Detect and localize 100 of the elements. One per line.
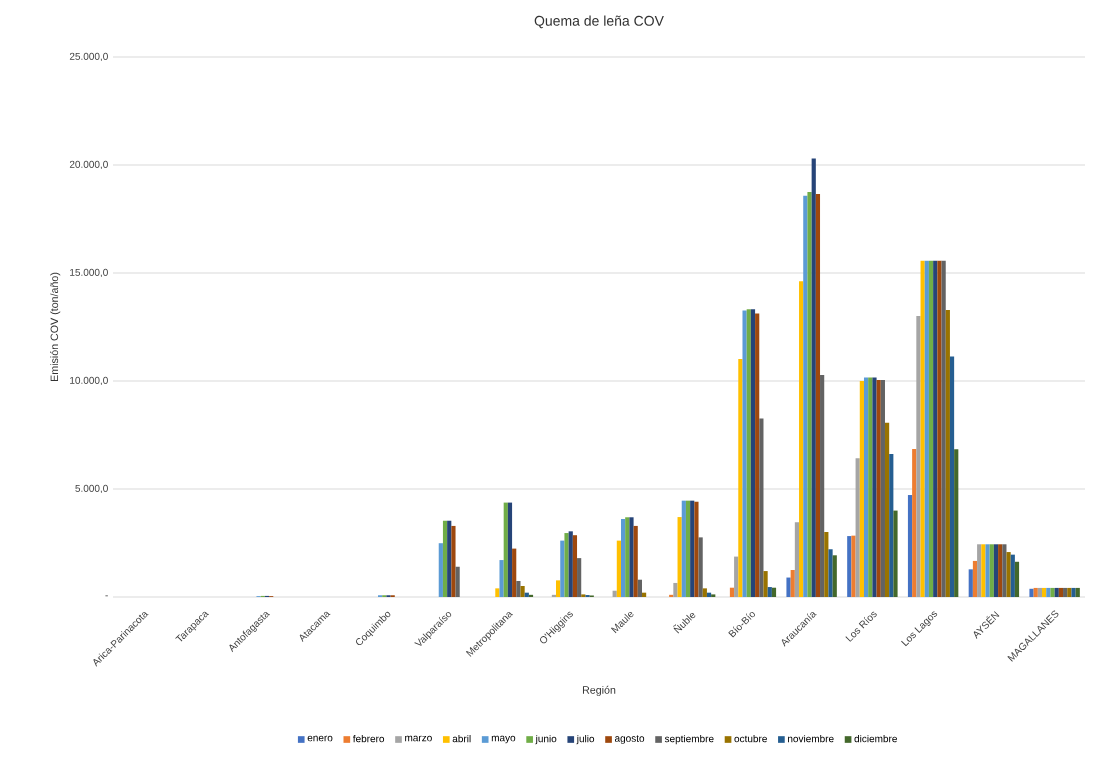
- bar: [507, 502, 513, 597]
- bar: [771, 587, 777, 597]
- bar: [1054, 587, 1059, 597]
- bar: [734, 556, 739, 597]
- bar: [750, 309, 756, 597]
- bar: [803, 195, 808, 597]
- bar: [512, 548, 517, 597]
- bar: [1037, 587, 1043, 597]
- bar: [620, 519, 626, 597]
- bar: [1033, 587, 1038, 597]
- bar: [685, 500, 691, 597]
- bar: [820, 374, 825, 597]
- bar: [815, 193, 821, 597]
- bar: [698, 537, 703, 597]
- bar: [581, 594, 586, 597]
- bar: [811, 158, 816, 597]
- y-tick-label: 20.000,0: [69, 160, 108, 170]
- bar: [863, 377, 869, 597]
- legend-label: agosto: [614, 735, 645, 744]
- bar: [989, 544, 994, 597]
- bar: [746, 309, 751, 597]
- bar: [564, 533, 569, 597]
- bar: [954, 449, 959, 597]
- bar: [759, 418, 764, 597]
- bar: [977, 544, 982, 597]
- bar: [928, 260, 934, 597]
- bar: [625, 517, 630, 597]
- bar: [438, 543, 443, 597]
- bar: [851, 535, 856, 597]
- bar: [1046, 587, 1051, 597]
- bar: [729, 587, 735, 597]
- legend-label: julio: [576, 734, 595, 745]
- bar: [520, 585, 525, 597]
- bar: [495, 588, 500, 597]
- bar: [907, 495, 913, 597]
- bar: [933, 260, 938, 597]
- bar: [568, 531, 573, 597]
- bar: [1006, 552, 1011, 597]
- bar: [880, 379, 885, 597]
- bar: [1067, 587, 1072, 597]
- bar: [941, 260, 946, 597]
- bar: [1050, 587, 1055, 597]
- bar: [629, 517, 634, 597]
- bar: [503, 502, 508, 597]
- bar: [694, 501, 699, 597]
- bar: [516, 581, 521, 597]
- bar: [577, 558, 582, 597]
- bar: [893, 510, 898, 597]
- legend-label: mayo: [491, 735, 516, 744]
- bar: [847, 536, 852, 597]
- bar: [1071, 587, 1076, 597]
- bar: [876, 379, 881, 597]
- bar: [612, 590, 617, 597]
- legend-label: marzo: [405, 735, 432, 742]
- bar: [677, 517, 682, 597]
- bar: [828, 549, 833, 597]
- legend-label: octubre: [734, 734, 767, 743]
- legend-label: enero: [307, 735, 333, 742]
- y-tick-label: -: [105, 595, 108, 597]
- bar: [949, 356, 955, 597]
- y-tick-label: 10.000,0: [70, 376, 108, 386]
- bar: [981, 544, 986, 597]
- legend-label: febrero: [352, 734, 385, 743]
- bar: [912, 449, 917, 597]
- bar: [1075, 587, 1080, 597]
- bar: [1014, 561, 1020, 597]
- bar: [1010, 554, 1015, 597]
- bar: [786, 577, 791, 597]
- bar: [499, 560, 504, 597]
- bar: [993, 544, 999, 597]
- legend-label: junio: [535, 734, 557, 745]
- bar: [763, 571, 768, 597]
- bar: [790, 569, 795, 597]
- y-tick-label: 15.000,0: [70, 268, 108, 278]
- bar: [711, 594, 716, 597]
- bar: [799, 281, 804, 597]
- bar: [633, 525, 638, 597]
- bar: [755, 313, 760, 597]
- bar: [681, 500, 686, 597]
- bar: [824, 531, 829, 597]
- bar: [702, 588, 707, 597]
- bar: [442, 520, 448, 597]
- bar: [572, 535, 578, 597]
- bar: [1058, 587, 1064, 597]
- bar: [968, 569, 973, 597]
- y-tick-label: 25.000,0: [69, 52, 108, 62]
- bar: [451, 525, 456, 597]
- bar: [767, 587, 772, 597]
- y-axis-title: Emisión COV (ton/año): [50, 272, 61, 381]
- bar: [937, 260, 942, 597]
- bar: [1029, 588, 1034, 597]
- bar: [742, 310, 747, 597]
- bar: [738, 358, 743, 597]
- bar: [1002, 544, 1007, 597]
- bar: [560, 540, 565, 597]
- bar: [807, 191, 812, 597]
- bar: [690, 500, 695, 597]
- bar: [872, 377, 877, 597]
- bar: [868, 377, 873, 597]
- x-axis-title: Región: [582, 685, 616, 696]
